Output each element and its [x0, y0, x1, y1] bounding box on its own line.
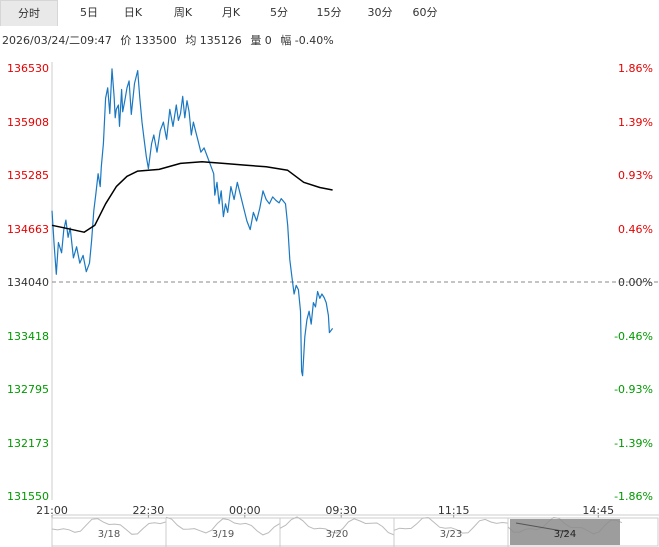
tab-15min[interactable]: 15分	[316, 6, 342, 19]
navigator-date-label: 3/18	[97, 529, 121, 540]
navigator-date-label: 3/23	[439, 529, 463, 540]
x-tick-label: 21:00	[36, 504, 68, 517]
tab-timeshare[interactable]: 分时	[0, 0, 58, 26]
tab-daily-k[interactable]: 日K	[123, 6, 143, 19]
y-tick-label: 135285	[7, 169, 49, 182]
change-text: 幅 -0.40%	[280, 34, 334, 47]
tab-weekly-k[interactable]: 周K	[173, 6, 193, 19]
tab-5min[interactable]: 5分	[270, 6, 288, 19]
navigator-date-label: 3/19	[211, 529, 235, 540]
avg-price-text: 均 135126	[185, 34, 242, 47]
pct-tick-label: 1.86%	[618, 62, 653, 75]
pct-tick-label: 1.39%	[618, 115, 653, 129]
y-tick-label: 132173	[7, 436, 49, 450]
navigator-sparkline	[51, 518, 167, 535]
quote-info-bar: 2026/03/24/二09:47 价 133500 均 135126 量 0 …	[0, 31, 659, 51]
navigator-sparkline	[393, 516, 509, 534]
y-tick-label: 134663	[7, 222, 49, 236]
y-tick-label: 134040	[7, 276, 49, 289]
x-tick-label: 11:15	[437, 504, 470, 517]
average-price-line	[51, 160, 333, 233]
pct-tick-label: 0.93%	[618, 169, 653, 182]
y-tick-label: 132795	[7, 383, 49, 396]
pct-tick-label: -1.39%	[614, 436, 653, 450]
x-tick-label: 00:00	[228, 504, 261, 517]
pct-tick-label: 0.00%	[618, 276, 653, 289]
y-tick-label: 133418	[7, 329, 49, 343]
y-tick-label: 136530	[7, 62, 49, 75]
pct-tick-label: 0.46%	[618, 222, 653, 236]
y-tick-label: 131550	[7, 490, 49, 503]
volume-text: 量 0	[250, 34, 272, 47]
y-tick-label: 135908	[7, 115, 49, 129]
price-line	[51, 68, 334, 377]
x-tick-label: 09:30	[325, 504, 358, 517]
pct-tick-label: -0.93%	[614, 383, 653, 396]
tab-30min[interactable]: 30分	[367, 6, 393, 19]
tab-60min[interactable]: 60分	[412, 6, 438, 19]
navigator-date-label: 3/24	[553, 529, 577, 540]
tab-5day[interactable]: 5日	[80, 6, 98, 19]
navigator-sparkline	[165, 516, 281, 536]
price-text: 价 133500	[120, 34, 177, 47]
pct-tick-label: -0.46%	[614, 329, 653, 343]
navigator-sparkline	[279, 516, 395, 536]
navigator-selection-sparkline	[515, 522, 569, 533]
pct-tick-label: -1.86%	[614, 490, 653, 503]
period-tab-bar: 分时 5日 日K 周K 月K 5分 15分 30分 60分	[0, 0, 659, 26]
tab-monthly-k[interactable]: 月K	[221, 6, 241, 19]
navigator-selection-window[interactable]	[510, 519, 620, 545]
navigator-date-label: 3/20	[325, 529, 349, 540]
datetime-text: 2026/03/24/二09:47	[2, 34, 112, 47]
x-tick-label: 22:30	[132, 504, 165, 517]
x-tick-label: 14:45	[582, 504, 615, 517]
